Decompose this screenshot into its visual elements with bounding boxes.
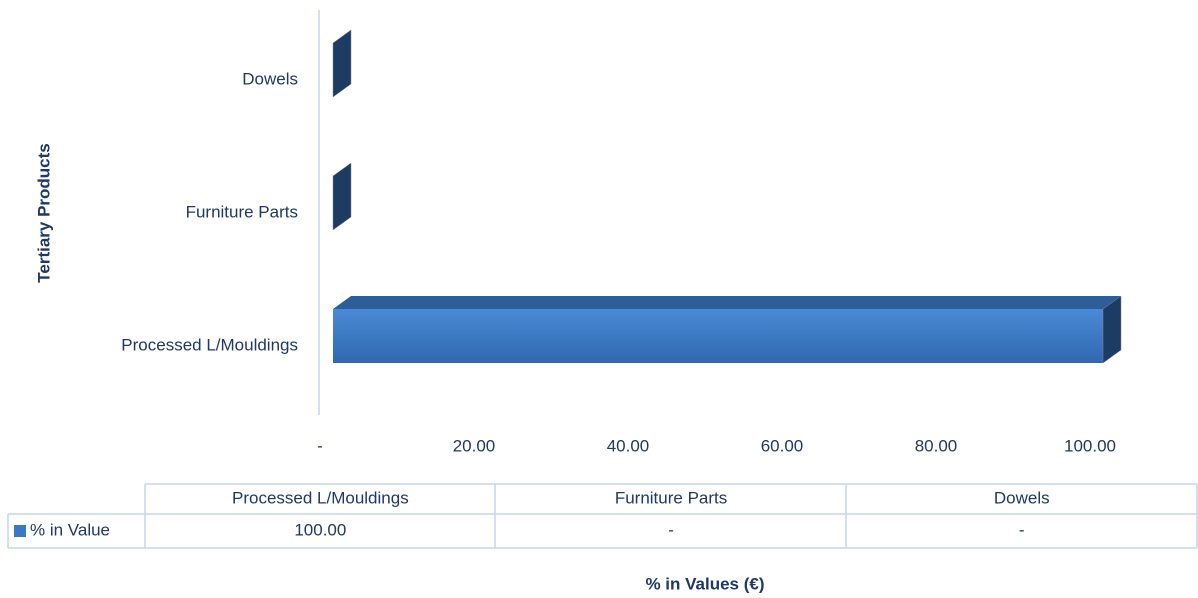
bar-top [333,296,1121,309]
data-table-grid [7,483,1198,549]
bar [332,29,352,98]
x-tick-label: 40.00 [607,436,650,455]
bar [332,162,352,231]
bar-side [1102,295,1122,364]
legend-label: % in Value [30,520,110,539]
bar-side [332,29,352,98]
table-value: 100.00 [294,520,346,539]
x-tick-label: 100.00 [1064,436,1116,455]
x-tick-label: 60.00 [761,436,804,455]
x-tick-label: 20.00 [453,436,496,455]
x-axis-title: % in Values (€) [645,574,764,593]
table-value: - [668,520,674,539]
x-tick-label: 80.00 [915,436,958,455]
x-tick-label: - [317,436,323,455]
bar [333,295,1122,364]
y-tick-label: Dowels [242,69,298,88]
table-header: Furniture Parts [615,488,727,507]
bar-front [333,309,1103,363]
legend-swatch [14,525,26,537]
table-value: - [1019,520,1025,539]
y-tick-label: Furniture Parts [186,202,298,221]
table-header: Processed L/Mouldings [232,488,409,507]
y-tick-label: Processed L/Mouldings [121,335,298,354]
table-header: Dowels [994,488,1050,507]
y-axis-title: Tertiary Products [34,143,53,283]
bar-side [332,162,352,231]
